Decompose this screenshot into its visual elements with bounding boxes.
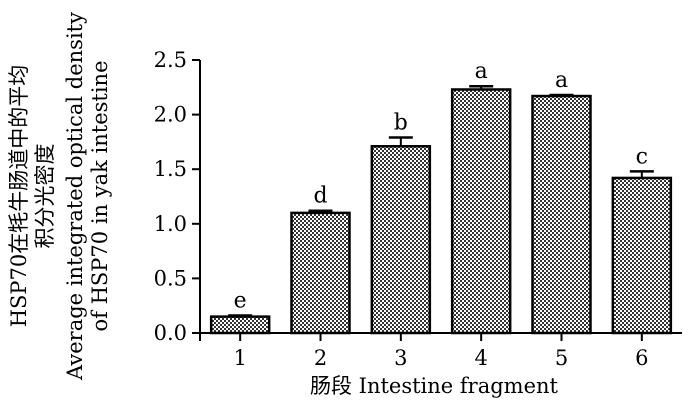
significance-letter: a: [555, 68, 568, 93]
y-tick-label: 1.5: [154, 157, 187, 181]
significance-letter: a: [475, 59, 488, 84]
bar: [290, 211, 351, 335]
x-tick-label: 5: [555, 346, 568, 370]
y-axis-label-line-3: Average integrated optical density: [63, 12, 87, 381]
y-tick-label: 2.5: [154, 48, 187, 72]
y-axis-label: HSP70在牦牛肠道中的平均 积分光密度 Average integrated …: [7, 12, 112, 381]
y-axis-label-line-4: of HSP70 in yak intestine: [88, 60, 112, 331]
x-tick-label: 1: [233, 346, 246, 370]
bar: [531, 94, 592, 335]
significance-letter: d: [313, 184, 327, 209]
x-tick-label: 6: [635, 346, 648, 370]
plot-area: 0.0 0.5 1.0 1.5 2.0 2.5 e 1 d 2 b 3 a 4 a 5 c 6: [154, 48, 682, 370]
y-tick-label: 0.0: [154, 321, 187, 345]
y-tick-label: 2.0: [154, 103, 187, 127]
x-tick-label: 3: [394, 346, 407, 370]
y-axis-label-line-2: 积分光密度: [33, 144, 57, 249]
x-tick-label: 2: [314, 346, 327, 370]
significance-letter: e: [234, 289, 247, 314]
y-axis-label-line-1: HSP70在牦牛肠道中的平均: [7, 65, 31, 328]
bar: [611, 176, 673, 335]
significance-letter: b: [394, 111, 408, 136]
y-tick-label: 1.0: [154, 212, 187, 236]
x-tick-label: 4: [474, 346, 487, 370]
significance-letter: c: [636, 144, 648, 169]
bar: [370, 145, 432, 335]
bar: [209, 315, 271, 335]
bar: [450, 88, 512, 335]
x-axis-label: 肠段 Intestine fragment: [310, 374, 559, 398]
y-tick-label: 0.5: [154, 266, 187, 290]
